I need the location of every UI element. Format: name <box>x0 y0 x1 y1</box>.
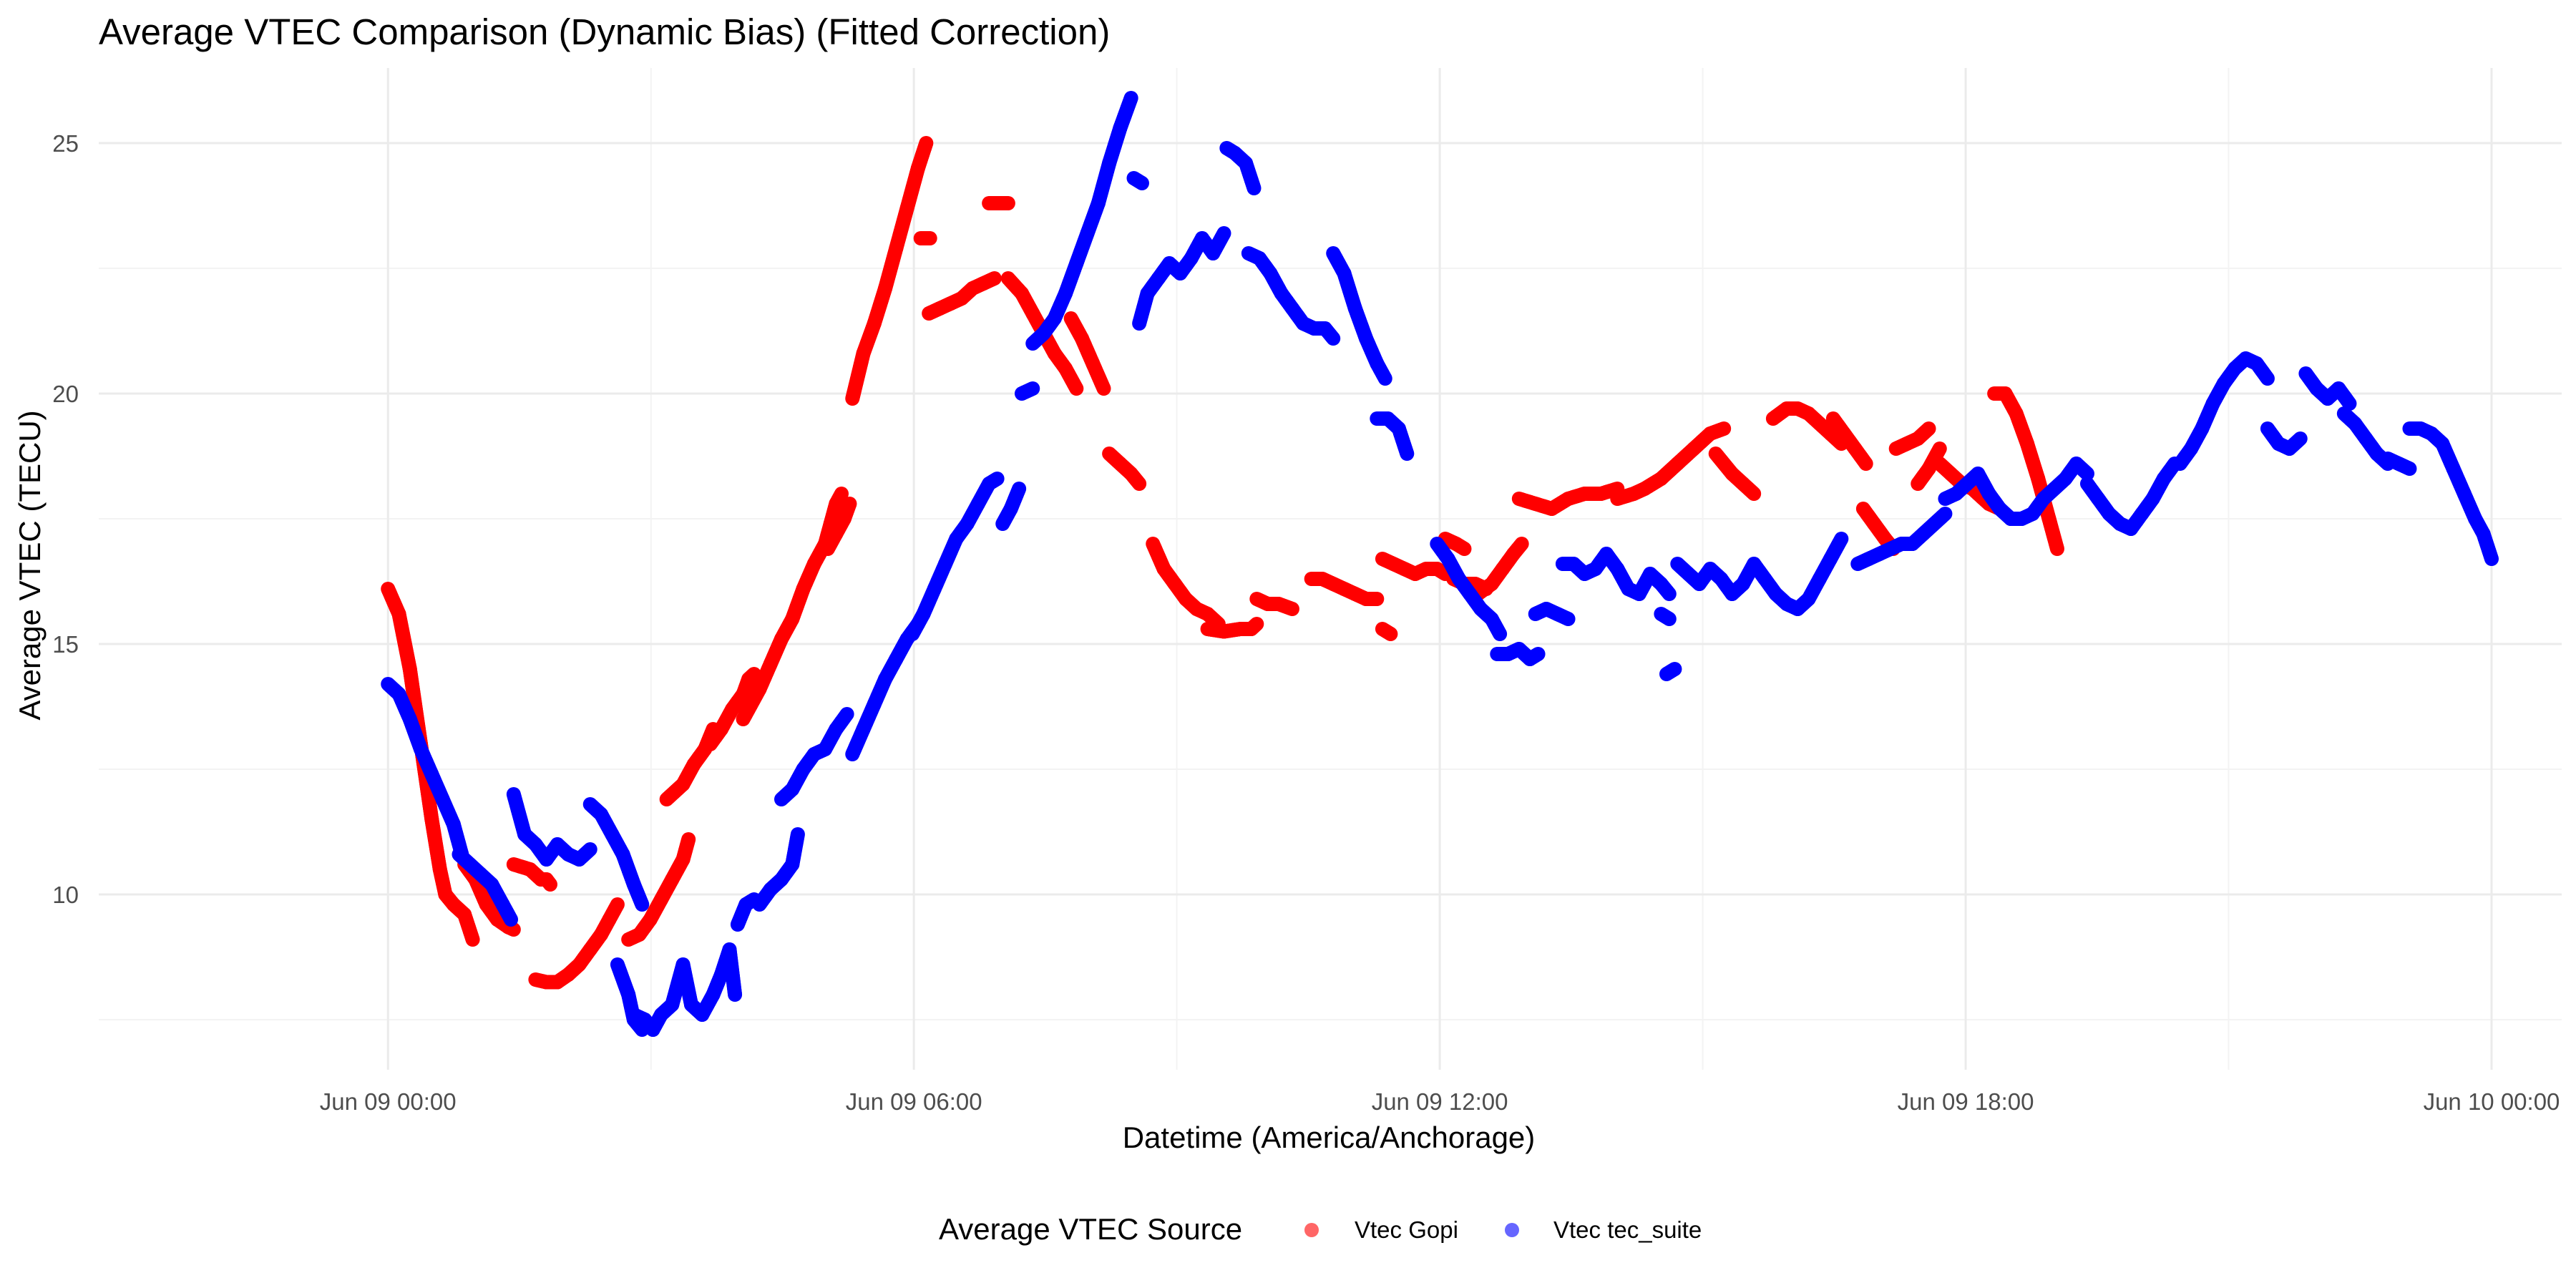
data-point <box>1216 226 1231 240</box>
data-point <box>1132 477 1147 491</box>
data-point <box>1249 617 1264 631</box>
data-point <box>1921 421 1936 436</box>
data-point <box>990 472 1005 486</box>
data-point <box>2049 542 2064 556</box>
data-point <box>1514 537 1529 551</box>
data-point <box>1000 196 1015 210</box>
data-point <box>1383 627 1398 641</box>
data-marks <box>381 91 2499 1037</box>
data-point <box>1012 482 1027 496</box>
data-point <box>1134 176 1149 190</box>
data-point <box>543 877 558 892</box>
data-point <box>790 827 805 841</box>
data-point <box>681 832 696 847</box>
series-vtec-gopi <box>381 136 2064 990</box>
data-point <box>919 136 934 150</box>
data-point <box>1246 181 1262 195</box>
data-point <box>1370 592 1385 606</box>
data-point <box>1932 441 1947 456</box>
data-point <box>842 497 857 511</box>
data-point <box>987 271 1002 286</box>
data-point <box>1326 331 1341 346</box>
data-point <box>1858 457 1873 471</box>
data-point <box>728 987 743 1002</box>
data-point <box>1284 602 1299 616</box>
data-point <box>839 707 854 721</box>
grid <box>99 68 2562 1070</box>
data-point <box>582 842 597 857</box>
data-point <box>1457 542 1472 556</box>
data-point <box>610 897 625 912</box>
data-point <box>1069 381 1084 396</box>
data-point <box>1025 381 1040 396</box>
data-point <box>1747 487 1762 501</box>
data-point <box>635 897 650 912</box>
data-point <box>504 912 519 927</box>
data-point <box>922 231 937 245</box>
data-point <box>1096 381 1111 396</box>
data-point <box>1123 91 1138 105</box>
data-point <box>465 932 480 947</box>
data-point <box>1717 421 1732 436</box>
